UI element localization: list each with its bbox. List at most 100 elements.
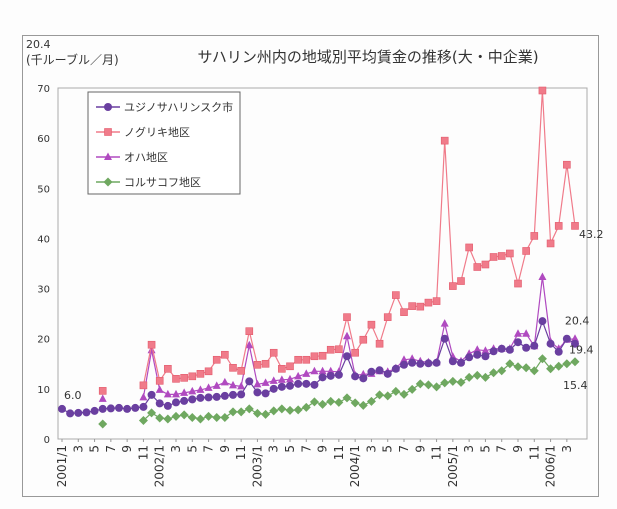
y-tick-label: 10 (37, 385, 50, 396)
data-point (318, 366, 327, 375)
data-point (530, 232, 539, 240)
data-point (416, 359, 425, 368)
data-point (147, 390, 156, 399)
data-point (432, 358, 441, 367)
data-point (407, 384, 417, 394)
data-point (98, 387, 107, 395)
data-point (163, 414, 173, 424)
data-point (171, 411, 181, 421)
data-point (432, 297, 441, 305)
data-point (391, 364, 400, 373)
x-tick-label: 5 (478, 445, 492, 453)
data-point (212, 412, 222, 422)
data-point (212, 392, 221, 401)
data-point (571, 334, 579, 342)
data-point (473, 345, 482, 353)
data-point (440, 136, 449, 145)
y-tick-label: 40 (37, 234, 50, 245)
data-point (237, 367, 245, 375)
data-point (286, 374, 294, 383)
data-point (537, 354, 547, 364)
data-point (448, 357, 457, 366)
data-point (480, 372, 490, 382)
data-point (58, 404, 66, 413)
data-point (367, 320, 376, 329)
data-point (326, 345, 335, 354)
data-point (383, 369, 392, 378)
x-tick-label: 9 (218, 445, 232, 453)
data-point (155, 385, 164, 393)
data-point (375, 390, 385, 400)
x-tick-label: 7 (299, 445, 313, 453)
data-point (464, 372, 474, 382)
data-point (350, 398, 360, 408)
data-point (286, 381, 294, 390)
data-point (229, 363, 237, 372)
data-point (106, 404, 115, 413)
data-point (529, 366, 539, 376)
y-axis-unit: (千ルーブル／月) (26, 52, 119, 67)
data-point (294, 379, 303, 388)
x-tick-label: 2005/1 (446, 445, 460, 487)
series-circle (58, 317, 579, 418)
x-tick-label: 5 (185, 445, 199, 453)
data-point (546, 239, 555, 248)
data-point (416, 302, 425, 311)
x-tick-label: 11 (527, 445, 541, 460)
data-point (261, 378, 270, 386)
data-point (399, 389, 409, 399)
data-point (90, 406, 99, 415)
data-point (66, 409, 75, 418)
data-point (244, 404, 254, 414)
x-tick-label: 3 (560, 445, 574, 453)
data-point (82, 408, 91, 417)
data-label: 43.2 (579, 228, 604, 241)
data-point (506, 249, 514, 258)
data-point (366, 396, 376, 406)
data-point (245, 327, 254, 335)
data-point (302, 369, 311, 377)
x-tick-label: 7 (104, 445, 118, 453)
x-tick-label: 3 (267, 445, 281, 453)
data-point (513, 362, 523, 372)
data-label: 6.0 (64, 389, 82, 402)
data-point (375, 339, 384, 348)
series-line (61, 319, 576, 415)
data-point (302, 379, 311, 388)
data-point (497, 366, 507, 376)
data-point (367, 367, 376, 376)
data-point (514, 279, 522, 288)
data-point (457, 277, 465, 285)
legend-marker-diamond (103, 177, 113, 187)
data-point (253, 360, 262, 369)
data-point (505, 345, 514, 354)
data-point (465, 353, 474, 362)
data-point (391, 386, 401, 396)
data-point (293, 405, 303, 415)
data-point (196, 370, 205, 378)
data-point (196, 385, 205, 393)
data-point (237, 390, 246, 399)
legend-box (87, 91, 241, 195)
data-point (424, 359, 433, 368)
data-point (335, 345, 343, 354)
data-point (326, 371, 335, 380)
data-point (301, 402, 311, 412)
data-point (269, 406, 279, 416)
data-point (188, 372, 197, 381)
x-tick-label: 9 (511, 445, 525, 453)
data-point (164, 364, 172, 373)
data-point (261, 409, 271, 419)
data-point (196, 393, 205, 402)
data-point (489, 253, 498, 261)
data-point (204, 393, 213, 402)
x-tick-label: 9 (120, 445, 134, 453)
data-point (375, 366, 384, 375)
x-tick-label: 11 (332, 445, 346, 460)
data-point (465, 243, 473, 252)
data-point (204, 383, 213, 391)
data-point (546, 364, 556, 374)
data-point (220, 391, 229, 400)
